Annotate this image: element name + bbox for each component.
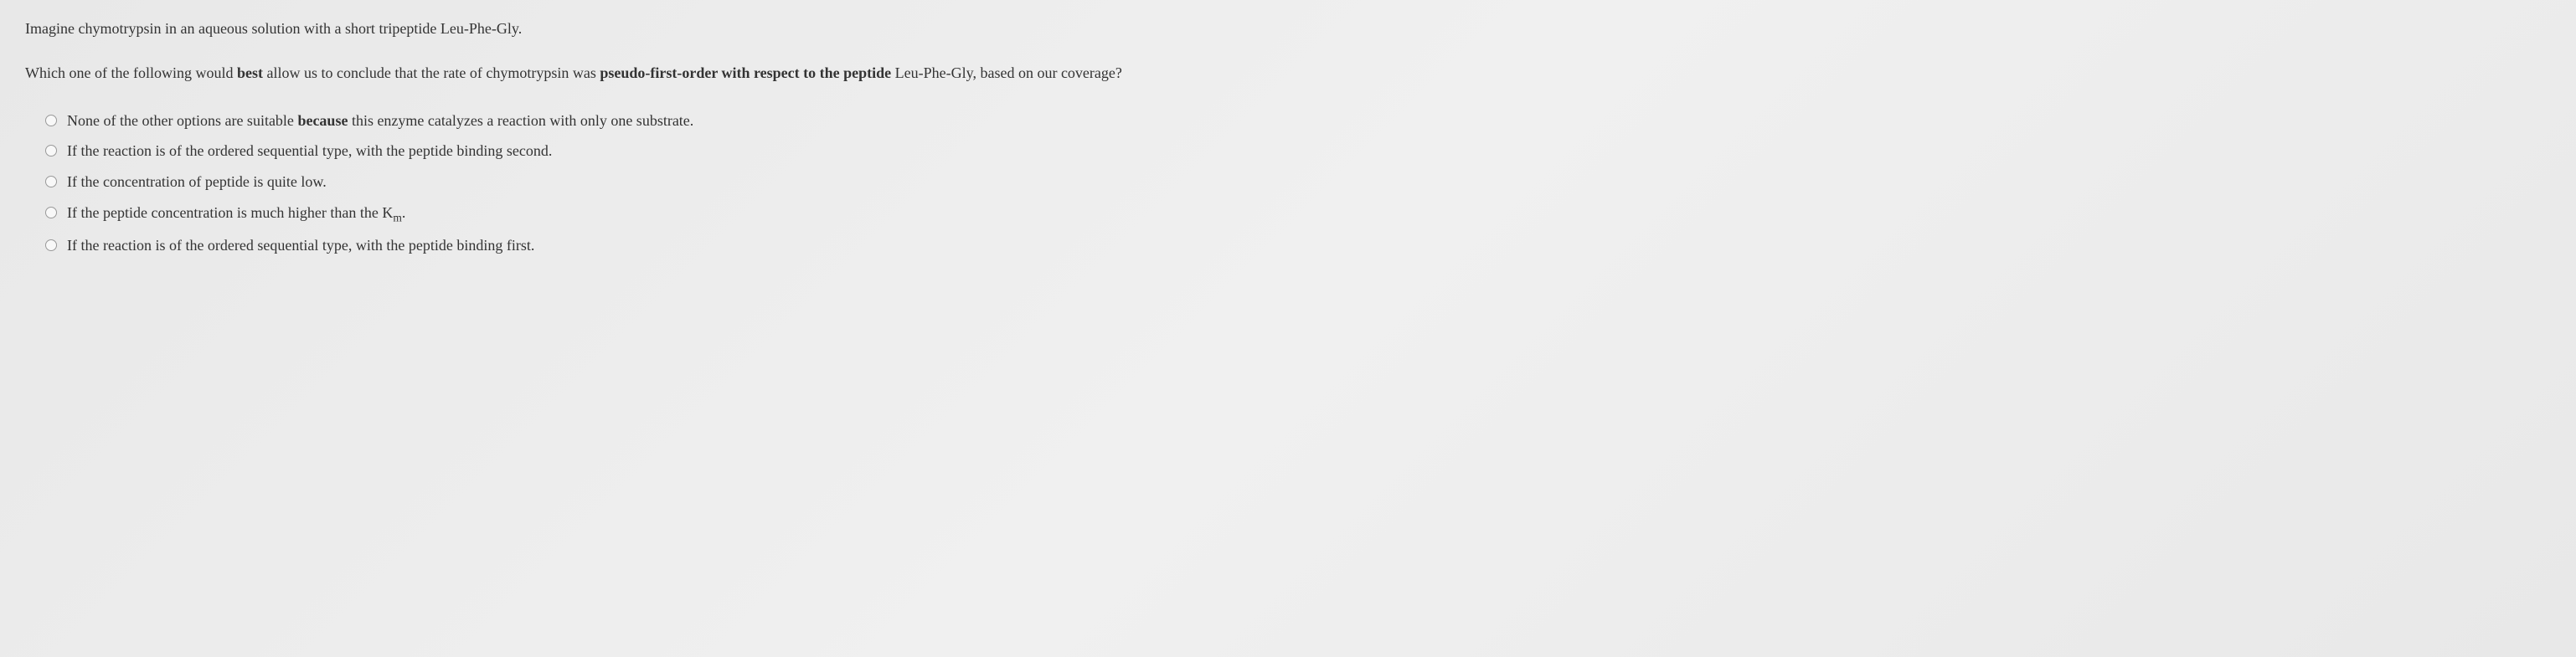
options-list: None of the other options are suitable b…: [25, 109, 2551, 258]
question-body: Which one of the following would best al…: [25, 61, 2551, 85]
body-part3: Leu-Phe-Gly, based on our coverage?: [891, 64, 1122, 81]
option-pre: If the peptide concentration is much hig…: [67, 204, 393, 221]
option-text-5: If the reaction is of the ordered sequen…: [67, 234, 2551, 258]
option-post: .: [402, 204, 406, 221]
option-post: this enzyme catalyzes a reaction with on…: [348, 112, 693, 129]
body-bold1: best: [237, 64, 263, 81]
question-intro: Imagine chymotrypsin in an aqueous solut…: [25, 17, 2551, 41]
option-radio-5[interactable]: [45, 239, 57, 251]
option-text-2: If the reaction is of the ordered sequen…: [67, 139, 2551, 163]
option-pre: None of the other options are suitable: [67, 112, 297, 129]
option-row: None of the other options are suitable b…: [45, 109, 2551, 133]
option-row: If the peptide concentration is much hig…: [45, 201, 2551, 227]
option-radio-1[interactable]: [45, 115, 57, 126]
option-pre: If the reaction is of the ordered sequen…: [67, 237, 534, 254]
option-radio-2[interactable]: [45, 145, 57, 157]
intro-text: Imagine chymotrypsin in an aqueous solut…: [25, 20, 522, 37]
option-text-1: None of the other options are suitable b…: [67, 109, 2551, 133]
option-sub: m: [393, 212, 402, 224]
option-radio-3[interactable]: [45, 176, 57, 187]
option-pre: If the concentration of peptide is quite…: [67, 173, 327, 190]
option-pre: If the reaction is of the ordered sequen…: [67, 142, 552, 159]
option-row: If the reaction is of the ordered sequen…: [45, 139, 2551, 163]
option-row: If the reaction is of the ordered sequen…: [45, 234, 2551, 258]
question-container: Imagine chymotrypsin in an aqueous solut…: [25, 17, 2551, 258]
option-text-4: If the peptide concentration is much hig…: [67, 201, 2551, 227]
body-part1: Which one of the following would: [25, 64, 237, 81]
option-radio-4[interactable]: [45, 207, 57, 218]
option-text-3: If the concentration of peptide is quite…: [67, 170, 2551, 194]
body-part2: allow us to conclude that the rate of ch…: [263, 64, 600, 81]
option-bold: because: [297, 112, 348, 129]
body-bold2: pseudo-first-order with respect to the p…: [600, 64, 891, 81]
option-row: If the concentration of peptide is quite…: [45, 170, 2551, 194]
